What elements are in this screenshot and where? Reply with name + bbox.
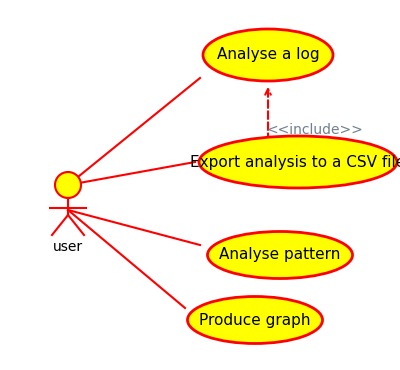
Text: Produce graph: Produce graph [199,313,311,327]
Text: Analyse pattern: Analyse pattern [219,248,341,262]
Ellipse shape [203,29,333,81]
Ellipse shape [208,232,352,279]
Text: user: user [53,240,83,254]
Text: Export analysis to a CSV file: Export analysis to a CSV file [190,155,400,169]
Ellipse shape [199,136,397,188]
Circle shape [55,172,81,198]
Ellipse shape [188,296,322,343]
Text: Analyse a log: Analyse a log [217,47,319,63]
Text: <<include>>: <<include>> [267,123,363,137]
